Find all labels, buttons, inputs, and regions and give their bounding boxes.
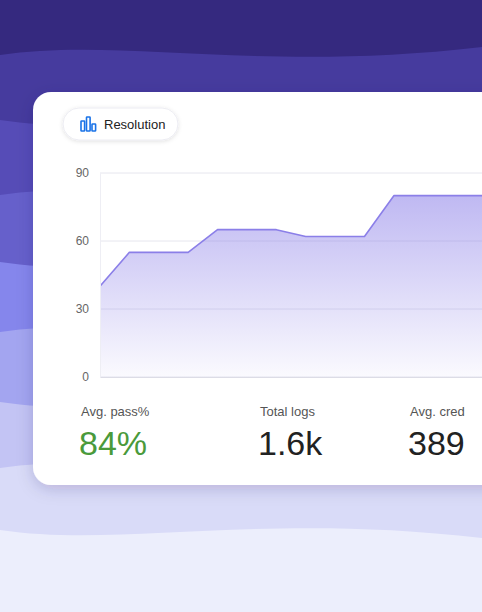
y-axis: 0 30 60 90	[76, 166, 101, 384]
icon-bar	[81, 121, 85, 131]
y-tick-label: 90	[76, 166, 90, 180]
area-line	[100, 196, 482, 287]
y-tick: 0	[82, 370, 100, 384]
stat-value: 84%	[79, 424, 147, 462]
y-tick: 60	[76, 234, 100, 248]
stat: Avg. cred 389	[408, 404, 465, 462]
grid-line	[100, 173, 482, 174]
stat-label: Avg. cred	[410, 404, 465, 419]
stat-value: 1.6k	[258, 424, 323, 462]
page: Resolution 0 30 60 90 Avg. pass% 84% Total logs…	[0, 0, 482, 612]
background-wave	[0, 528, 482, 612]
card	[33, 92, 482, 485]
y-tick-label: 60	[76, 234, 90, 248]
area-fill	[100, 196, 482, 377]
grid	[100, 173, 482, 377]
stat: Avg. pass% 84%	[79, 404, 150, 462]
chip-icon	[81, 117, 96, 131]
stat: Total logs 1.6k	[258, 404, 323, 462]
y-tick: 30	[76, 302, 100, 316]
y-tick: 90	[76, 166, 100, 180]
y-tick-label: 30	[76, 302, 90, 316]
y-axis-line	[100, 174, 101, 378]
stats: Avg. pass% 84% Total logs 1.6k Avg. cred 389	[79, 404, 465, 462]
y-tick-label: 0	[82, 370, 89, 384]
icon-bar	[87, 117, 91, 131]
stat-label: Total logs	[260, 404, 315, 419]
stat-label: Avg. pass%	[81, 404, 150, 419]
stat-value: 389	[408, 424, 465, 462]
title-chip: Resolution	[63, 108, 178, 140]
chart-title: Resolution	[104, 117, 165, 132]
chip-background	[63, 108, 178, 140]
x-axis	[101, 377, 482, 378]
icon-bar	[92, 124, 96, 131]
x-axis-line	[101, 377, 482, 378]
plot-area	[100, 196, 482, 377]
